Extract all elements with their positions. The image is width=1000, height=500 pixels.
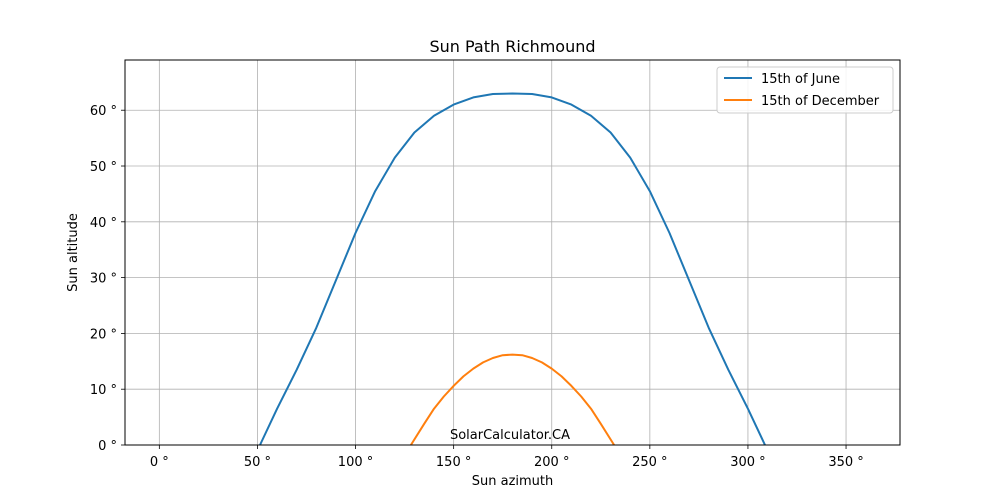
series-line-1 <box>410 353 615 446</box>
x-tick-label: 0 ° <box>150 455 169 470</box>
legend: 15th of June 15th of December <box>716 66 894 114</box>
y-tick-label: 30 ° <box>90 272 117 287</box>
y-tick-label: 60 ° <box>90 104 117 119</box>
y-tick-label: 40 ° <box>90 216 117 231</box>
x-tick-label: 350 ° <box>828 455 863 470</box>
grid-lines <box>125 60 900 446</box>
legend-box <box>716 66 894 114</box>
chart-title: Sun Path Richmound <box>429 37 595 56</box>
x-tick-label: 150 ° <box>436 455 471 470</box>
x-tick-label: 250 ° <box>632 455 667 470</box>
y-axis-ticks: 0 ° 10 ° 20 ° 30 ° 40 ° 50 ° 60 ° <box>90 104 125 454</box>
legend-label-0: 15th of June <box>761 72 840 87</box>
x-axis-label: Sun azimuth <box>472 474 554 489</box>
x-tick-label: 50 ° <box>244 455 271 470</box>
legend-label-1: 15th of December <box>761 94 880 109</box>
plot-frame <box>124 59 901 446</box>
y-axis-label: Sun altitude <box>66 213 81 292</box>
y-tick-label: 10 ° <box>90 383 117 398</box>
x-tick-label: 100 ° <box>338 455 373 470</box>
y-tick-label: 0 ° <box>98 439 117 454</box>
y-tick-label: 50 ° <box>90 160 117 175</box>
series-line-0 <box>259 92 766 446</box>
x-tick-label: 200 ° <box>534 455 569 470</box>
y-tick-label: 20 ° <box>90 327 117 342</box>
x-axis-ticks: 0 ° 50 ° 100 ° 150 ° 200 ° 250 ° 300 ° 350 ° <box>150 445 864 470</box>
x-tick-label: 300 ° <box>730 455 765 470</box>
series-lines <box>259 92 766 446</box>
watermark-annotation: SolarCalculator.CA <box>450 428 570 443</box>
